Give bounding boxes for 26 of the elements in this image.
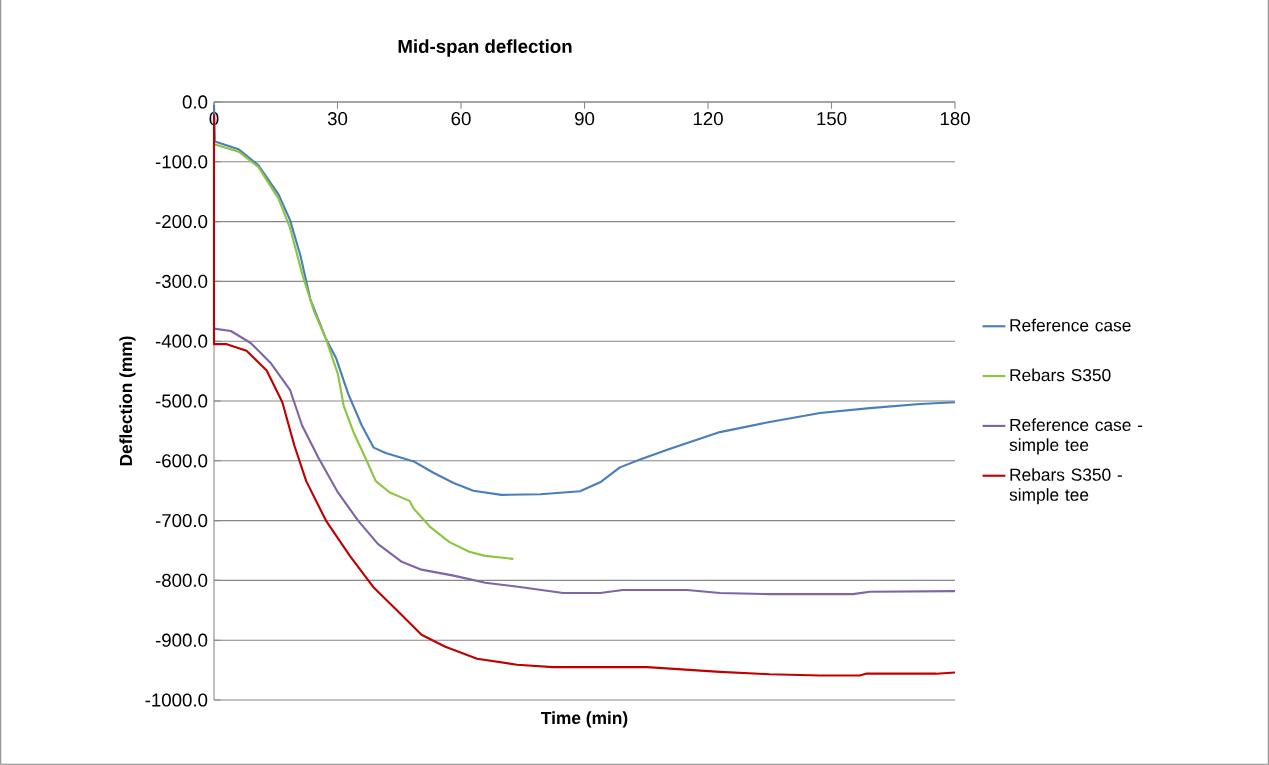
y-tick-label: -700.0 (155, 513, 208, 528)
y-tick-label: -1000.0 (145, 693, 208, 707)
chart-title: Mid-span deflection (398, 39, 572, 57)
legend-label: Rebars S350 - simple tee (1009, 468, 1122, 505)
x-axis-title: Time (min) (541, 711, 628, 728)
x-tick-label: 30 (327, 112, 348, 126)
x-tick-label: 120 (693, 112, 723, 126)
y-tick-label: -900.0 (155, 633, 208, 647)
y-tick-label: -800.0 (155, 573, 208, 588)
y-tick-label: -500.0 (155, 394, 208, 408)
y-tick-label: 0.0 (182, 95, 208, 109)
y-tick-label: -200.0 (155, 214, 208, 229)
y-tick-label: -100.0 (155, 155, 208, 169)
line-series (213, 143, 515, 560)
legend-label: Rebars S350 (1010, 368, 1111, 382)
y-tick-label: -600.0 (155, 454, 208, 468)
x-tick-label: 90 (575, 112, 595, 126)
y-tick-label: -400.0 (155, 334, 208, 348)
y-axis-title: Deflection (mm) (119, 336, 136, 466)
x-tick-label: 60 (451, 112, 471, 126)
legend-label: Reference case - simple tee (1009, 418, 1143, 455)
x-tick-label: 180 (940, 112, 970, 126)
x-tick-label: 150 (817, 112, 847, 126)
line-series (212, 327, 957, 596)
y-tick-label: -300.0 (155, 274, 208, 289)
legend-label: Reference case (1010, 318, 1131, 332)
